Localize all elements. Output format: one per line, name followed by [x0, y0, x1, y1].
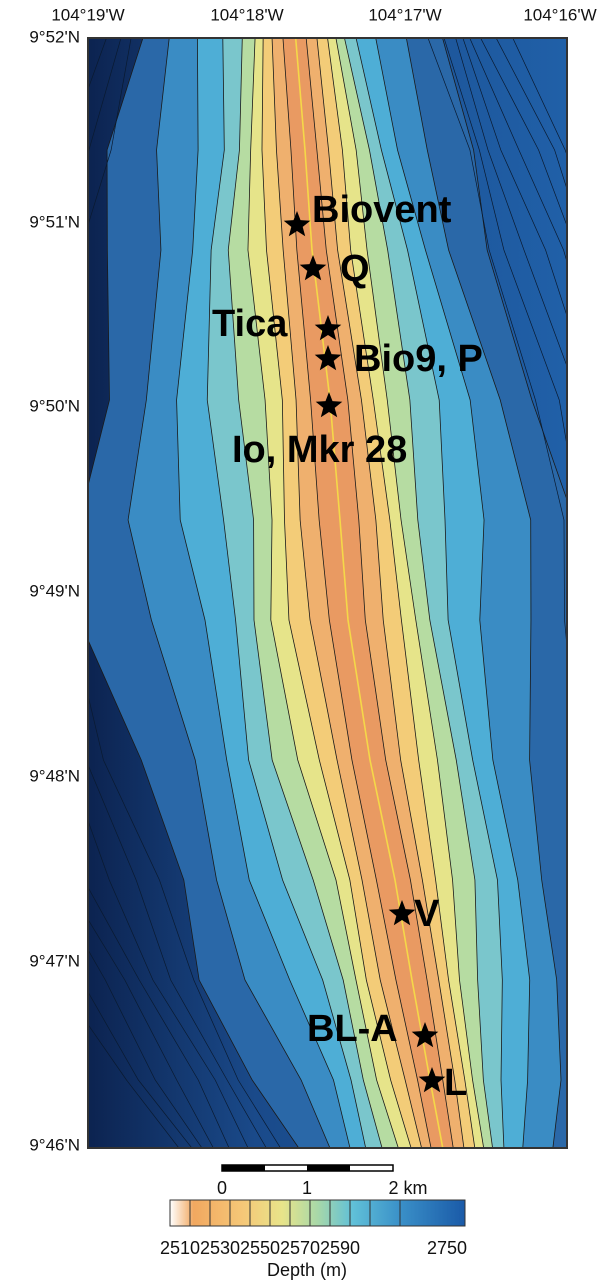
color-bar-title: Depth (m): [267, 1260, 347, 1280]
lat-label: 9°50'N: [29, 396, 80, 415]
lon-label: 104°16'W: [523, 5, 596, 24]
scale-bar: [222, 1165, 393, 1171]
site-label: Biovent: [312, 189, 452, 231]
scale-bar-segment: [307, 1165, 350, 1171]
scale-label: 0: [217, 1178, 227, 1198]
map-figure: 104°19'W 104°18'W 104°17'W 104°16'W 9°52…: [0, 0, 609, 1283]
scale-bar-segment: [222, 1165, 265, 1171]
site-label: BL-A: [307, 1008, 398, 1050]
lat-label: 9°46'N: [29, 1135, 80, 1154]
color-bar-label: 2550: [240, 1238, 280, 1258]
lon-label: 104°19'W: [51, 5, 124, 24]
color-bar-label: 2570: [280, 1238, 320, 1258]
site-label: Tica: [212, 303, 288, 345]
site-label: Bio9, P: [354, 338, 483, 380]
lat-label: 9°47'N: [29, 951, 80, 970]
lat-label: 9°49'N: [29, 581, 80, 600]
scale-label: 1: [302, 1178, 312, 1198]
color-bar-label: 2750: [427, 1238, 467, 1258]
site-label: Q: [340, 248, 370, 290]
site-label: L: [444, 1062, 467, 1104]
color-bar-label: 2530: [200, 1238, 240, 1258]
color-bar-label: 2510: [160, 1238, 200, 1258]
lat-label: 9°48'N: [29, 766, 80, 785]
site-label: V: [414, 893, 440, 935]
color-bar: [170, 1200, 465, 1226]
bathymetry: [0, 30, 609, 1160]
lon-label: 104°18'W: [210, 5, 283, 24]
site-label: Io, Mkr 28: [232, 429, 407, 471]
color-bar-label: 2590: [320, 1238, 360, 1258]
lat-label: 9°51'N: [29, 212, 80, 231]
lon-label: 104°17'W: [368, 5, 441, 24]
scale-label: 2 km: [388, 1178, 427, 1198]
lat-label: 9°52'N: [29, 27, 80, 46]
